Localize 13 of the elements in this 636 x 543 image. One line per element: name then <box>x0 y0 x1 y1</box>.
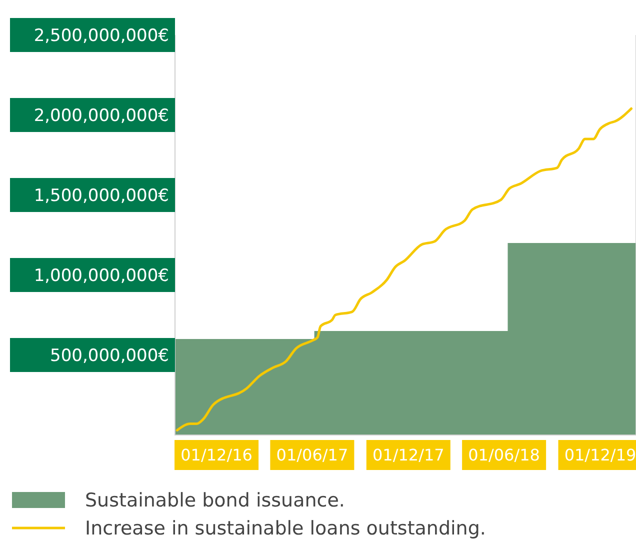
x-tick-label: 01/06/18 <box>468 446 540 465</box>
x-tick-label: 01/12/17 <box>372 446 444 465</box>
y-tick-label: 1,000,000,000€ <box>34 266 169 286</box>
y-tick-label: 500,000,000€ <box>50 346 169 366</box>
x-tick-label: 01/12/16 <box>180 446 252 465</box>
legend-label: Increase in sustainable loans outstanding. <box>85 518 486 540</box>
x-tick-label: 01/06/17 <box>276 446 348 465</box>
x-tick-label: 01/12/19 <box>564 446 636 465</box>
y-tick-label: 2,500,000,000€ <box>34 26 169 46</box>
y-tick-label: 2,000,000,000€ <box>34 106 169 126</box>
legend-label: Sustainable bond issuance. <box>85 490 345 512</box>
line-series <box>176 107 633 432</box>
y-tick-label: 1,500,000,000€ <box>34 186 169 206</box>
